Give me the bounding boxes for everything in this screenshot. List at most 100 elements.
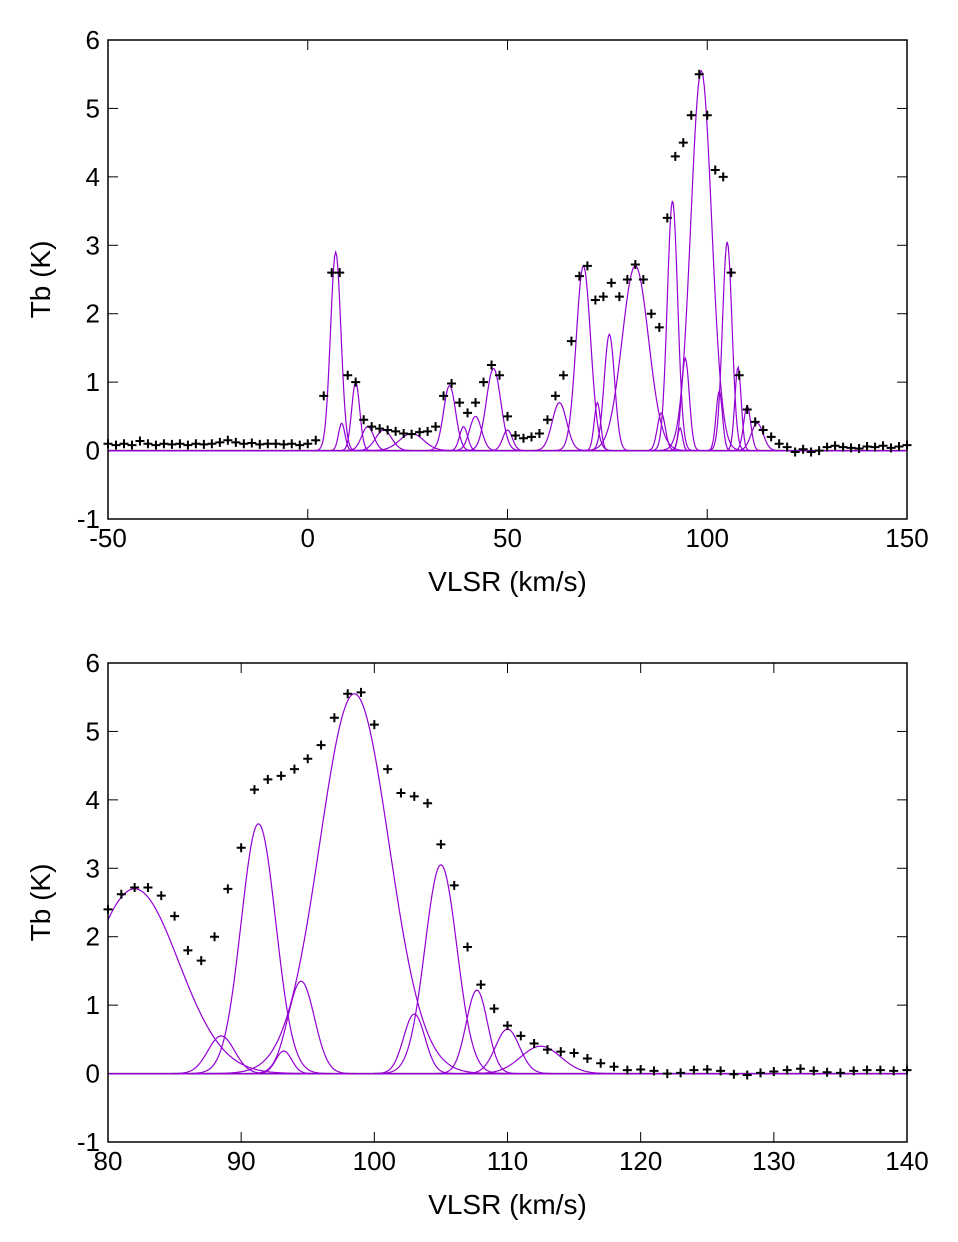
data-point <box>399 428 409 438</box>
data-point <box>702 1064 712 1074</box>
data-point <box>774 439 784 449</box>
data-point <box>638 275 648 284</box>
gaussian-component <box>108 264 907 452</box>
data-point <box>383 425 393 435</box>
x-axis-label: VLSR (km/s) <box>428 566 587 597</box>
data-point <box>431 422 441 432</box>
data-point <box>183 945 193 955</box>
data-point <box>846 443 856 453</box>
data-point <box>351 377 361 387</box>
data-point <box>574 271 584 281</box>
data-point <box>329 713 339 723</box>
data-point <box>255 439 265 449</box>
data-point <box>889 1066 899 1076</box>
data-point <box>670 151 680 161</box>
data-point <box>862 1065 872 1075</box>
data-point <box>716 1066 726 1076</box>
data-point <box>271 439 281 449</box>
data-point <box>335 268 345 278</box>
data-point <box>878 441 888 451</box>
x-axis-label: VLSR (km/s) <box>428 1189 587 1220</box>
data-point <box>875 1065 885 1075</box>
data-point <box>159 439 169 449</box>
data-point <box>369 720 379 730</box>
data-point <box>806 447 816 457</box>
data-point <box>550 391 560 401</box>
data-point <box>439 391 449 401</box>
data-point <box>542 415 552 425</box>
data-point <box>396 788 406 798</box>
data-point <box>518 433 528 443</box>
data-point <box>769 1067 779 1077</box>
data-point <box>119 439 129 449</box>
panel: -1 0 1 2 3 4 5 6 80 90 100 110 120 130 140 VLSR (km/s) T… <box>25 648 929 1220</box>
data-point <box>170 911 180 921</box>
data-point <box>702 110 712 120</box>
data-point <box>383 764 393 774</box>
gaussian-component <box>108 69 907 452</box>
data-point <box>510 431 520 441</box>
data-point <box>447 379 457 389</box>
y-tick-label: 3 <box>86 230 100 260</box>
gaussian-component <box>108 693 907 1075</box>
gaussian-component <box>108 265 907 452</box>
data-point <box>359 415 369 425</box>
data-point <box>463 408 473 418</box>
y-tick-label: 6 <box>86 25 100 55</box>
gaussian-component <box>108 989 907 1075</box>
plot-frame <box>107 39 908 520</box>
data-point <box>316 740 326 750</box>
data-point <box>143 439 153 449</box>
data-point <box>391 426 401 436</box>
data-point <box>662 213 672 223</box>
data-point <box>782 1065 792 1075</box>
data-point <box>236 843 246 853</box>
data-point <box>495 370 505 380</box>
x-tick-label: 150 <box>885 523 928 553</box>
data-point <box>854 444 864 454</box>
data-point <box>367 422 377 432</box>
data-point <box>239 439 249 449</box>
data-point <box>151 440 161 450</box>
data-point <box>476 980 486 990</box>
data-point <box>375 424 385 434</box>
data-point <box>311 435 321 445</box>
data-point <box>582 261 592 271</box>
y-tick-label: 2 <box>86 922 100 952</box>
data-point <box>449 880 459 890</box>
data-point <box>606 278 616 288</box>
data-point <box>199 439 209 449</box>
data-point <box>718 172 728 182</box>
y-tick-label: 5 <box>86 93 100 123</box>
data-point <box>835 1068 845 1078</box>
data-point <box>436 839 446 849</box>
data-point <box>609 1062 619 1072</box>
data-point <box>223 884 233 894</box>
x-tick-label: 90 <box>227 1146 256 1176</box>
data-point <box>191 439 201 449</box>
data-point <box>526 432 536 442</box>
data-point <box>646 309 656 319</box>
data-point <box>756 1068 766 1078</box>
data-point <box>782 442 792 452</box>
x-tick-label: 110 <box>487 1146 528 1176</box>
data-point <box>279 439 289 449</box>
data-point <box>247 438 257 448</box>
data-point <box>135 436 145 446</box>
data-point <box>207 439 217 449</box>
data-point <box>489 1004 499 1014</box>
data-point <box>598 292 608 302</box>
data-point <box>127 440 137 450</box>
data-point <box>750 417 760 427</box>
data-point <box>463 942 473 952</box>
data-point <box>734 370 744 380</box>
data-point <box>710 165 720 175</box>
data-point <box>223 435 233 445</box>
data-point <box>303 439 313 449</box>
data-point <box>196 956 206 966</box>
gaussian-component <box>108 864 907 1075</box>
data-point <box>729 1069 739 1079</box>
data-point <box>116 889 126 899</box>
data-point <box>678 138 688 148</box>
gaussian-component <box>108 823 907 1075</box>
